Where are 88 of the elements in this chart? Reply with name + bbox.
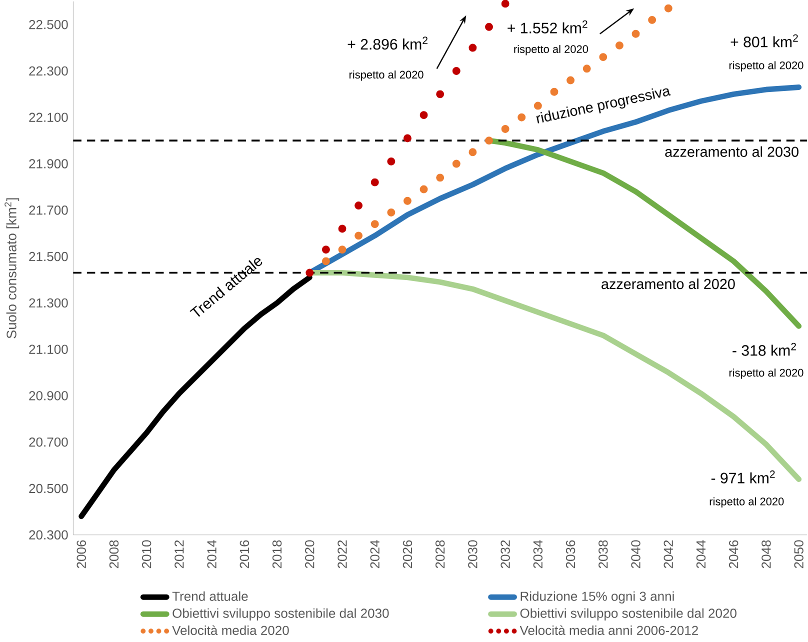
y-tick-label: 20.500 (29, 484, 68, 493)
point (370, 220, 379, 228)
point (370, 178, 379, 186)
point (436, 173, 444, 182)
x-tick-label: 2048 (762, 540, 771, 568)
x-tick-label: 2024 (370, 540, 380, 568)
point (485, 136, 493, 144)
point (322, 245, 330, 254)
x-tick-label: 2014 (207, 540, 216, 568)
legend-label: Obiettivi sviluppo sostenibile dal 2030 (172, 608, 389, 620)
legend-label: Riduzione 15% ogni 3 anni (520, 591, 674, 604)
x-tick-label: 2030 (468, 540, 478, 568)
y-tick-label: 21.700 (29, 205, 68, 215)
x-tick-label: 2026 (402, 540, 412, 568)
y-tick-label: 22.300 (29, 66, 68, 76)
y-tick-label: 20.900 (29, 390, 68, 400)
y-tick-label: 20.700 (29, 437, 68, 447)
point (518, 113, 526, 122)
annotation: rispetto al 2020 (710, 497, 784, 508)
legend-label: Velocità media anni 2006-2012 (520, 625, 698, 635)
ref-line-label: azzeramento al 2020 (602, 278, 735, 289)
point (501, 0, 510, 8)
point (404, 134, 412, 142)
x-tick-label: 2016 (240, 540, 250, 568)
annotation: + 801 km$^{2}$ (730, 34, 798, 48)
point (354, 201, 363, 210)
point (452, 160, 460, 168)
point (354, 231, 363, 240)
legend-label: Obiettivi sviluppo sostenibile dal 2020 (520, 608, 736, 620)
x-tick-label: 2036 (566, 540, 576, 568)
point (306, 268, 314, 277)
x-tick-label: 2034 (533, 540, 543, 568)
x-tick-label: 2040 (631, 540, 640, 568)
point (485, 22, 493, 31)
point (632, 30, 640, 38)
point (452, 66, 460, 75)
y-tick-label: 21.500 (29, 252, 68, 261)
annotation: + 1.552 km$^{2}$ (508, 20, 588, 34)
x-tick-label: 2012 (174, 540, 184, 568)
x-tick-label: 2008 (109, 540, 119, 568)
point (599, 52, 608, 61)
point (338, 245, 346, 254)
point (420, 110, 428, 119)
point (387, 157, 396, 166)
point (566, 76, 575, 84)
y-axis-title: Suolo consumato [km$^{2}$] (4, 198, 20, 338)
x-tick-label: 2046 (728, 540, 738, 568)
annotation: + 2.896 km$^{2}$ (348, 36, 428, 50)
point (404, 196, 412, 205)
point (550, 88, 558, 96)
x-tick-label: 2020 (305, 540, 314, 568)
x-tick-label: 2018 (272, 540, 282, 568)
y-tick-label: 21.100 (29, 344, 68, 354)
annotation: - 971 km$^{2}$ (711, 470, 775, 484)
point (468, 148, 477, 156)
legend-label: Trend attuale (172, 591, 248, 601)
point (387, 208, 396, 216)
annotation: - 318 km$^{2}$ (732, 342, 796, 356)
x-tick-label: 2010 (142, 540, 152, 568)
ref-line-label: azzeramento al 2030 (665, 146, 798, 157)
y-tick-label: 22.500 (29, 20, 68, 29)
legend-label: Velocità media 2020 (172, 625, 289, 635)
point (615, 41, 624, 50)
point (582, 64, 591, 72)
x-tick-label: 2028 (435, 540, 445, 568)
y-tick-label: 22.100 (29, 112, 68, 122)
y-tick-label: 21.900 (29, 158, 68, 168)
annotation: rispetto al 2020 (729, 368, 804, 379)
point (420, 185, 428, 194)
annotation: rispetto al 2020 (350, 70, 424, 81)
annotation: rispetto al 2020 (514, 44, 588, 55)
x-tick-label: 2032 (500, 540, 510, 568)
x-tick-label: 2006 (76, 540, 86, 568)
point (338, 224, 346, 232)
y-tick-label: 21.300 (29, 298, 68, 308)
point (322, 256, 330, 265)
point (468, 44, 477, 52)
x-tick-label: 2044 (696, 540, 706, 568)
annotation: rispetto al 2020 (729, 60, 804, 72)
x-tick-label: 2022 (338, 540, 347, 568)
x-tick-label: 2042 (664, 540, 673, 568)
x-tick-label: 2050 (794, 540, 804, 568)
point (501, 124, 510, 133)
point (664, 4, 672, 12)
x-tick-label: 2038 (598, 540, 608, 568)
point (648, 16, 656, 24)
point (436, 90, 444, 98)
y-tick-label: 20.300 (29, 530, 68, 540)
